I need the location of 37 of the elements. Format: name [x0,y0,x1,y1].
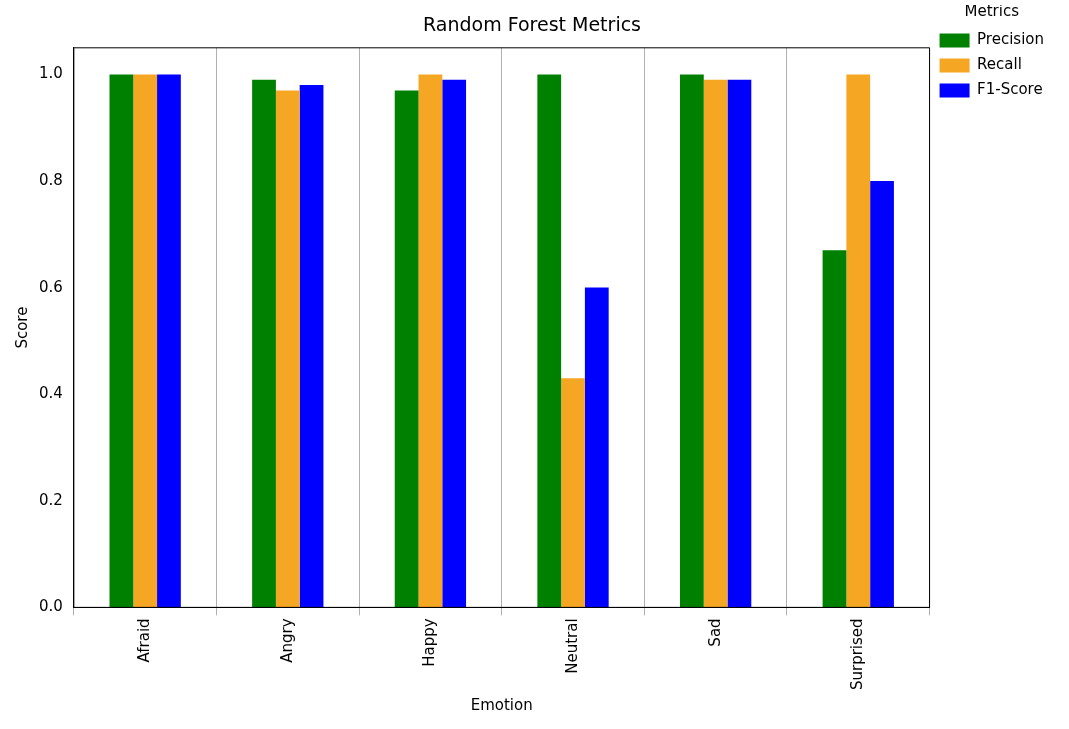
legend-label: F1-Score [977,80,1043,99]
bar [537,74,562,608]
bar [442,79,467,608]
y-tick-label: 0.8 [39,170,63,189]
x-tick-label: Sad [705,618,724,647]
bar [584,287,609,608]
chart-title: Random Forest Metrics [422,13,642,36]
x-tick-label: Angry [277,618,296,663]
x-tick-label: Happy [420,618,439,667]
legend-title: Metrics [964,2,1020,21]
bar [133,74,158,608]
bar [252,79,276,608]
bar [418,74,443,608]
y-tick-label: 1.0 [39,64,63,83]
bar [679,74,704,608]
x-axis-title: Emotion [470,695,533,714]
bar [561,378,585,608]
bar [275,90,300,608]
bar [870,181,894,608]
y-tick-label: 0.4 [39,384,63,403]
legend-label: Precision [977,30,1045,49]
bar [109,74,134,608]
bar [822,250,847,608]
x-tick-label: Neutral [562,618,581,674]
y-tick-label: 0.2 [39,490,63,509]
bar [157,74,181,608]
x-tick-label: Afraid [135,618,154,663]
y-axis-title: Score [12,306,31,349]
bar [394,90,419,608]
y-tick-label: 0.6 [39,277,63,296]
y-tick-label: 0.0 [39,597,63,616]
bar [727,79,752,608]
bar [299,85,324,608]
bar [703,79,728,608]
legend-label: Recall [977,55,1022,74]
x-tick-label: Surprised [848,618,867,691]
bar [846,74,871,608]
